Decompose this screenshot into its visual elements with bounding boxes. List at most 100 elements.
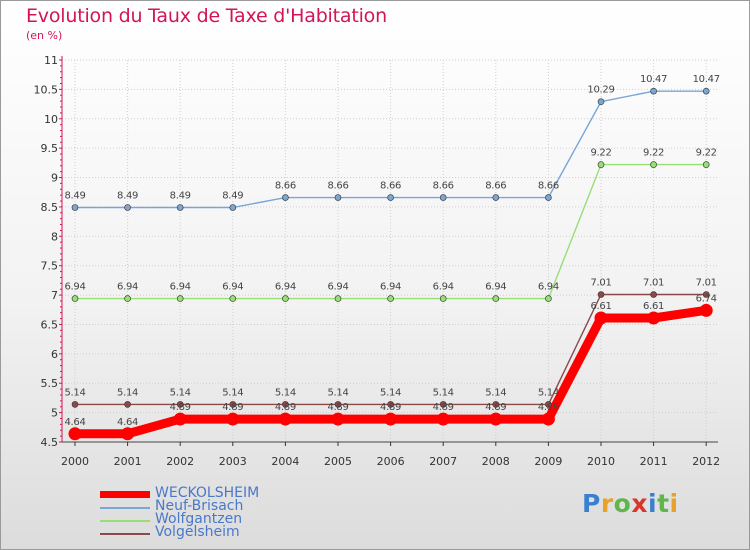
data-label: 6.94 [485, 282, 506, 293]
data-point [226, 412, 240, 426]
y-tick-label: 8 [51, 230, 58, 243]
data-point [545, 194, 552, 201]
y-tick-label: 6 [51, 348, 58, 361]
chart-title: Evolution du Taux de Taxe d'Habitation [26, 5, 387, 27]
data-point [229, 204, 237, 211]
data-point [650, 161, 657, 168]
legend-label: Volgelsheim [155, 524, 240, 540]
data-point [650, 87, 657, 95]
data-label: 10.47 [693, 74, 720, 85]
y-tick-label: 7.5 [41, 260, 59, 273]
x-tick-label: 2002 [166, 455, 194, 468]
legend-item: Wolfgantzen [100, 511, 320, 527]
data-point [702, 87, 710, 95]
data-point [492, 295, 500, 302]
data-point [387, 295, 394, 302]
data-point [439, 295, 447, 302]
data-label: 4.89 [433, 402, 454, 413]
y-tick-label: 8.5 [41, 201, 59, 214]
data-label: 8.66 [380, 181, 401, 192]
data-point [387, 401, 394, 408]
data-point [282, 194, 289, 201]
data-point [229, 401, 237, 408]
data-label: 5.14 [380, 387, 401, 398]
y-tick-label: 5.5 [41, 377, 59, 390]
data-label: 9.22 [643, 148, 664, 159]
data-point [278, 412, 292, 426]
data-label: 4.89 [327, 402, 348, 413]
data-point [594, 311, 608, 325]
data-label: 8.49 [170, 191, 191, 202]
logo-letter: t [657, 489, 670, 518]
legend-item: Volgelsheim [100, 524, 320, 540]
y-tick-label: 9.5 [41, 142, 59, 155]
data-label: 7.01 [696, 277, 717, 288]
data-label: 5.14 [433, 387, 454, 398]
data-label: 6.74 [696, 293, 717, 304]
data-point [176, 401, 184, 408]
data-label: 5.14 [275, 387, 296, 398]
data-point [68, 427, 82, 441]
data-label: 9.22 [696, 148, 717, 159]
data-point [387, 194, 394, 201]
data-point [121, 427, 135, 441]
y-tick-label: 5 [51, 407, 58, 420]
data-point [436, 412, 450, 426]
data-label: 10.47 [640, 74, 667, 85]
data-point [124, 204, 131, 211]
data-point [331, 412, 345, 426]
data-point [384, 412, 398, 426]
y-tick-label: 10.5 [34, 83, 59, 96]
data-label: 7.01 [590, 277, 611, 288]
y-tick-label: 4.5 [41, 436, 59, 449]
data-label: 5.14 [327, 387, 348, 398]
data-point [282, 401, 289, 408]
x-tick-label: 2004 [271, 455, 299, 468]
proxiti-logo: Proxiti [582, 489, 679, 518]
data-label: 4.89 [275, 402, 296, 413]
chart-subtitle: (en %) [26, 29, 63, 42]
data-point [439, 194, 447, 201]
data-point [439, 401, 447, 408]
data-label: 6.94 [170, 282, 191, 293]
data-point [71, 295, 79, 302]
data-point [597, 98, 605, 106]
logo-letter: i [648, 489, 658, 518]
x-tick-label: 2000 [61, 455, 89, 468]
x-tick-label: 2009 [534, 455, 562, 468]
data-point [124, 401, 131, 408]
data-point [334, 401, 342, 408]
data-label: 4.89 [222, 402, 243, 413]
data-point [702, 291, 710, 298]
data-label: 6.94 [433, 282, 454, 293]
data-label: 8.66 [275, 181, 296, 192]
data-point [597, 291, 605, 298]
data-label: 8.66 [485, 181, 506, 192]
data-label: 4.64 [64, 417, 85, 428]
logo-letter: P [582, 489, 601, 518]
x-tick-label: 2007 [429, 455, 457, 468]
data-label: 4.89 [485, 402, 506, 413]
y-tick-label: 6.5 [41, 318, 59, 331]
data-label: 5.14 [222, 387, 243, 398]
x-tick-label: 2001 [114, 455, 142, 468]
data-point [545, 295, 552, 302]
legend-label: Wolfgantzen [155, 511, 243, 527]
data-point [699, 303, 713, 317]
y-tick-label: 10 [44, 113, 58, 126]
data-label: 8.66 [327, 181, 348, 192]
data-label: 4.89 [538, 402, 559, 413]
data-point [282, 295, 289, 302]
data-label: 6.94 [327, 282, 348, 293]
logo-letter: r [600, 489, 614, 518]
data-label: 6.94 [275, 282, 296, 293]
data-label: 5.14 [538, 387, 559, 398]
data-label: 6.94 [538, 282, 559, 293]
data-point [489, 412, 503, 426]
data-point [229, 295, 237, 302]
legend-item: Neuf-Brisach [100, 498, 320, 514]
data-label: 8.66 [433, 181, 454, 192]
data-label: 8.66 [538, 181, 559, 192]
data-label: 5.14 [170, 387, 191, 398]
